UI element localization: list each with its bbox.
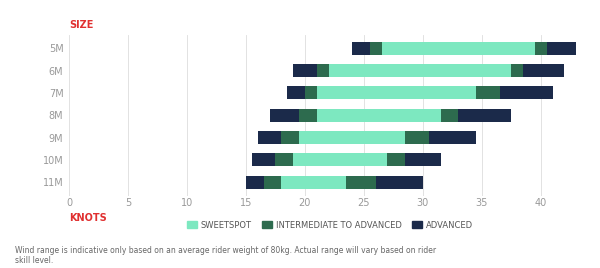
Text: SIZE: SIZE xyxy=(69,20,94,30)
Bar xyxy=(263,176,281,189)
Bar xyxy=(269,109,299,122)
Bar xyxy=(299,131,405,144)
Bar xyxy=(458,109,511,122)
Bar xyxy=(440,109,458,122)
Bar xyxy=(511,64,523,77)
Bar xyxy=(370,42,382,55)
Bar xyxy=(405,153,440,166)
Bar xyxy=(405,131,429,144)
Bar xyxy=(346,176,376,189)
Bar xyxy=(246,176,263,189)
Bar xyxy=(293,64,317,77)
Bar xyxy=(376,176,423,189)
Bar xyxy=(293,153,388,166)
Text: Wind range is indicative only based on an average rider weight of 80kg. Actual r: Wind range is indicative only based on a… xyxy=(15,246,436,265)
Bar xyxy=(305,86,317,99)
Bar xyxy=(258,131,281,144)
Bar xyxy=(523,64,565,77)
Bar xyxy=(281,176,346,189)
Text: KNOTS: KNOTS xyxy=(69,213,107,223)
Bar xyxy=(317,64,329,77)
Bar xyxy=(299,109,317,122)
Bar xyxy=(281,131,299,144)
Bar xyxy=(352,42,370,55)
Bar xyxy=(535,42,547,55)
Bar xyxy=(329,64,511,77)
Legend: SWEETSPOT, INTERMEDIATE TO ADVANCED, ADVANCED: SWEETSPOT, INTERMEDIATE TO ADVANCED, ADV… xyxy=(184,217,476,233)
Bar xyxy=(382,42,535,55)
Bar xyxy=(317,109,440,122)
Bar xyxy=(287,86,305,99)
Bar xyxy=(317,86,476,99)
Bar xyxy=(547,42,576,55)
Bar xyxy=(275,153,293,166)
Bar xyxy=(388,153,405,166)
Bar xyxy=(429,131,476,144)
Bar xyxy=(476,86,500,99)
Bar xyxy=(252,153,275,166)
Bar xyxy=(500,86,553,99)
